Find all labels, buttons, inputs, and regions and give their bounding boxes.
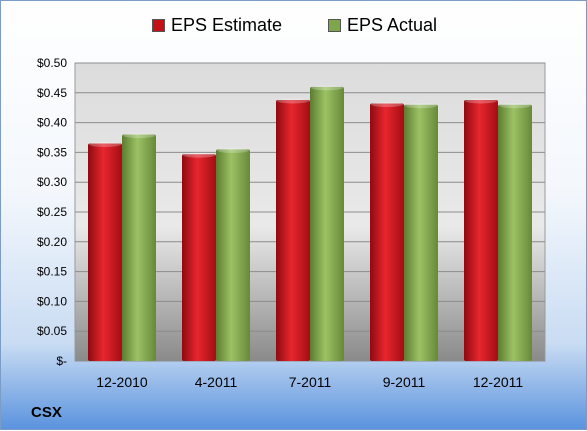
y-tick-label: $0.35 <box>37 145 67 159</box>
bar-eps-actual <box>216 149 250 361</box>
y-tick-label: $0.10 <box>37 294 67 308</box>
bar-eps-actual <box>404 104 438 361</box>
y-tick-label: $0.05 <box>37 324 67 338</box>
bar-eps-estimate <box>88 143 122 361</box>
bar-eps-estimate <box>276 99 310 362</box>
ticker-label: CSX <box>31 404 62 421</box>
bar-eps-estimate-highlight <box>89 141 121 147</box>
bar-eps-estimate-highlight <box>371 102 403 108</box>
x-tick-label: 4-2011 <box>195 374 238 390</box>
x-tick-label: 12-2011 <box>473 374 524 390</box>
bar-eps-estimate-highlight <box>465 98 497 104</box>
bar-eps-estimate <box>182 154 216 361</box>
y-tick-label: $0.20 <box>37 235 67 249</box>
bar-eps-actual-highlight <box>123 133 155 139</box>
bars <box>88 85 532 362</box>
bar-eps-actual-highlight <box>499 103 531 109</box>
y-tick-label: $- <box>56 354 67 368</box>
bar-eps-estimate-highlight <box>183 152 215 158</box>
legend-item-actual: EPS Actual <box>327 15 438 36</box>
bar-eps-estimate <box>464 99 498 362</box>
x-axis-ticks: 12-2010 4-2011 7-2011 9-2011 12-2011 <box>96 374 523 390</box>
bar-eps-actual-highlight <box>217 147 249 153</box>
legend-item-estimate: EPS Estimate <box>151 15 282 36</box>
bar-eps-actual <box>498 104 532 361</box>
y-tick-label: $0.30 <box>37 175 67 189</box>
legend-swatch-estimate <box>151 19 165 32</box>
legend: EPS Estimate EPS Actual <box>1 15 587 36</box>
bar-eps-actual-highlight <box>311 85 343 91</box>
bar-eps-actual-highlight <box>405 103 437 109</box>
y-tick-label: $0.15 <box>37 265 67 279</box>
bar-eps-actual <box>122 134 156 361</box>
legend-swatch-actual <box>327 19 341 32</box>
y-axis-ticks: $- $0.05 $0.10 $0.15 $0.20 $0.25 $0.30 $0.35 $0.… <box>37 56 67 368</box>
y-tick-label: $0.50 <box>37 56 67 70</box>
x-tick-label: 7-2011 <box>289 374 332 390</box>
y-tick-label: $0.45 <box>37 86 67 100</box>
x-tick-label: 9-2011 <box>383 374 426 390</box>
bar-eps-estimate-highlight <box>277 98 309 104</box>
y-tick-label: $0.40 <box>37 116 67 130</box>
bar-eps-actual <box>310 86 344 361</box>
y-tick-label: $0.25 <box>37 205 67 219</box>
legend-label-actual: EPS Actual <box>346 15 438 35</box>
bar-eps-estimate <box>370 103 404 361</box>
legend-label-estimate: EPS Estimate <box>170 15 282 35</box>
x-tick-label: 12-2010 <box>96 374 148 390</box>
